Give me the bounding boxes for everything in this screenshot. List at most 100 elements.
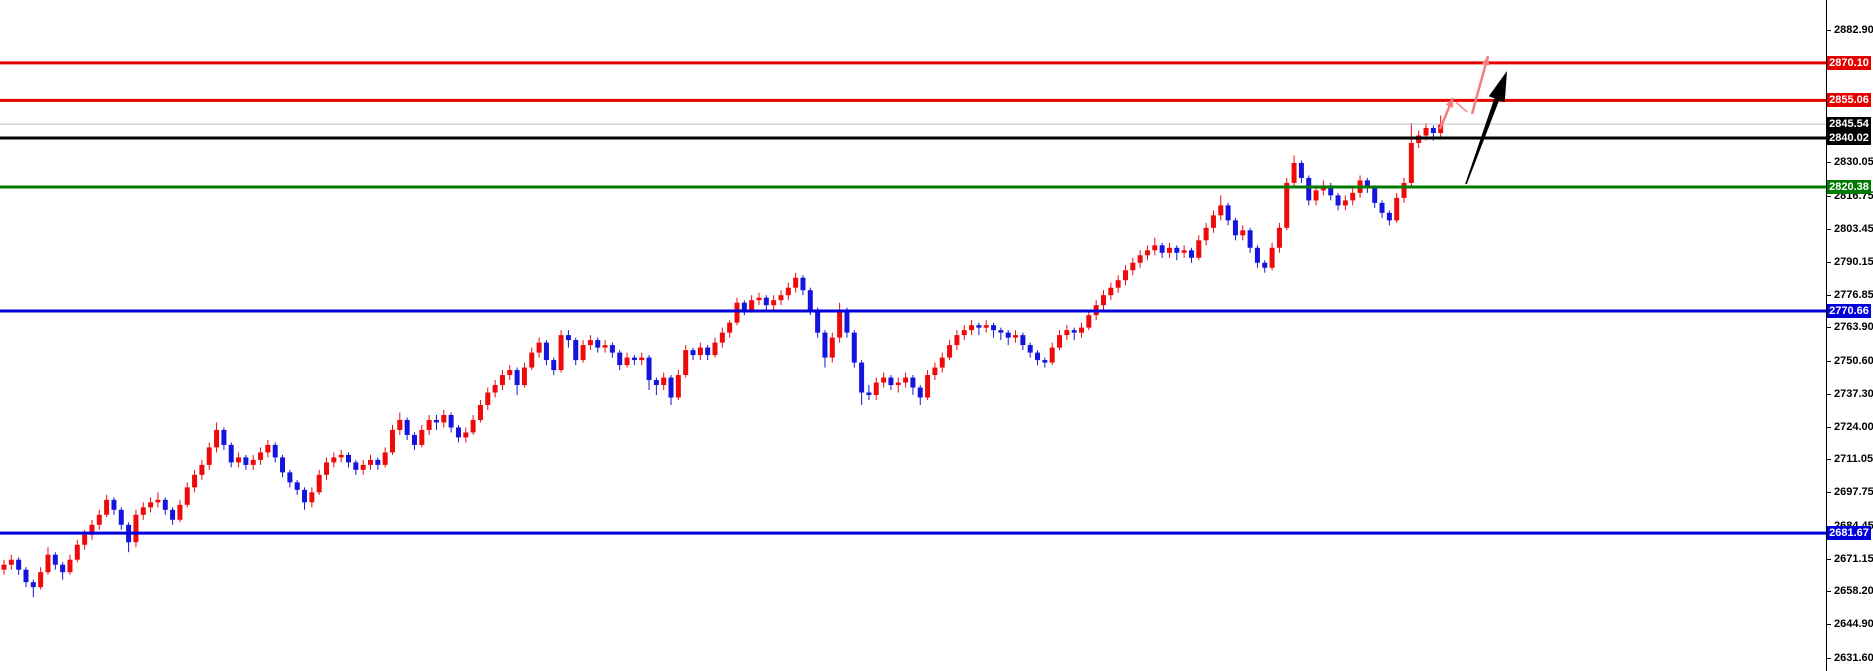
- candle-body: [1394, 197, 1400, 221]
- candle-body: [778, 295, 784, 301]
- candle-body: [485, 392, 491, 405]
- candle-body: [822, 332, 828, 358]
- candle-body: [859, 362, 865, 393]
- candle-body: [1130, 262, 1136, 271]
- candle-body: [829, 337, 835, 358]
- candle-body: [1225, 205, 1231, 221]
- candle-body: [690, 350, 696, 356]
- candle-body: [756, 297, 762, 301]
- axis-tick-mark: [1826, 30, 1831, 32]
- projection-zigzag-arrowhead[interactable]: [1445, 98, 1454, 108]
- candle-body: [74, 544, 80, 560]
- projection-zigzag-arrowhead[interactable]: [1481, 56, 1490, 66]
- candle-body: [243, 457, 249, 465]
- candle-body: [983, 325, 989, 328]
- candle-body: [338, 454, 344, 458]
- axis-tick-label: 2750.60: [1834, 354, 1873, 367]
- candle-body: [580, 345, 586, 361]
- candle-body: [1086, 315, 1092, 328]
- candle-body: [1276, 227, 1282, 248]
- candle-body: [1013, 335, 1019, 338]
- candle-body: [294, 482, 300, 490]
- candle-body: [866, 392, 872, 396]
- candle-body: [1408, 142, 1414, 183]
- candle-body: [324, 462, 330, 475]
- candle-body: [741, 302, 747, 311]
- candle-body: [477, 404, 483, 420]
- axis-tick-label: 2737.30: [1834, 387, 1873, 400]
- axis-tick-label: 2882.90: [1834, 24, 1873, 37]
- price-badge-2820.38: 2820.38: [1827, 179, 1871, 194]
- candle-body: [426, 419, 432, 430]
- candle-body: [433, 419, 439, 423]
- projection-zigzag-line[interactable]: [1470, 55, 1490, 115]
- candle-body: [170, 509, 176, 520]
- trend-arrow-body[interactable]: [1465, 98, 1500, 185]
- candle-body: [140, 507, 146, 515]
- candle-body: [463, 432, 469, 438]
- candle-body: [1049, 347, 1055, 363]
- candle-body: [1423, 128, 1429, 136]
- candle-body: [602, 345, 608, 348]
- candle-body: [1166, 247, 1172, 253]
- candle-body: [1027, 345, 1033, 353]
- trend-arrow-head[interactable]: [1488, 71, 1507, 103]
- axis-tick-label: 2711.05: [1834, 453, 1873, 466]
- candle-body: [1386, 212, 1392, 221]
- candle-body: [1379, 202, 1385, 213]
- candle-body: [565, 335, 571, 341]
- candle-body: [375, 459, 381, 465]
- axis-tick-mark: [1826, 261, 1831, 263]
- candle-body: [1401, 182, 1407, 198]
- candle-body: [1313, 190, 1319, 201]
- candle-body: [1203, 227, 1209, 241]
- candle-body: [925, 375, 931, 398]
- candle-body: [668, 377, 674, 398]
- candle-body: [302, 489, 308, 503]
- candle-body: [1188, 250, 1194, 258]
- candle-body: [280, 457, 286, 473]
- candle-body: [1174, 247, 1180, 253]
- candle-body: [881, 377, 887, 383]
- candle-body: [837, 310, 843, 338]
- candle-body: [1, 564, 7, 570]
- candle-body: [661, 377, 667, 386]
- candle-body: [932, 367, 938, 376]
- axis-tick-mark: [1826, 393, 1831, 395]
- candle-body: [236, 457, 242, 463]
- candle-body: [16, 559, 22, 570]
- candle-body: [404, 419, 410, 435]
- candle-body: [507, 370, 513, 376]
- projection-zigzag-line[interactable]: [1455, 101, 1468, 113]
- candle-body: [719, 332, 725, 343]
- candle-body: [624, 357, 630, 366]
- candle-body: [807, 290, 813, 311]
- candle-body: [184, 487, 190, 505]
- candle-body: [52, 554, 58, 565]
- axis-tick-label: 2697.75: [1834, 486, 1873, 499]
- candle-body: [38, 572, 44, 588]
- candle-body: [148, 502, 154, 508]
- candle-body: [155, 499, 161, 503]
- candle-body: [675, 375, 681, 398]
- candle-body: [1101, 295, 1106, 306]
- candle-body: [455, 427, 461, 438]
- candle-body: [595, 340, 601, 348]
- candle-body: [969, 325, 975, 331]
- candle-body: [734, 302, 740, 323]
- candle-body: [1020, 335, 1026, 346]
- axis-tick-label: 2724.00: [1834, 420, 1873, 433]
- candle-body: [617, 352, 623, 366]
- candle-body: [763, 297, 769, 306]
- axis-tick-mark: [1826, 492, 1831, 494]
- candle-body: [499, 375, 505, 386]
- candle-body: [104, 499, 110, 515]
- candle-body: [206, 447, 212, 465]
- candle-body: [749, 300, 755, 311]
- price-badge-2681.67: 2681.67: [1827, 526, 1871, 541]
- candle-body: [411, 434, 417, 445]
- price-axis[interactable]: 2896.202882.902830.052816.752803.452790.…: [1826, 0, 1873, 671]
- candle-body: [1284, 182, 1290, 228]
